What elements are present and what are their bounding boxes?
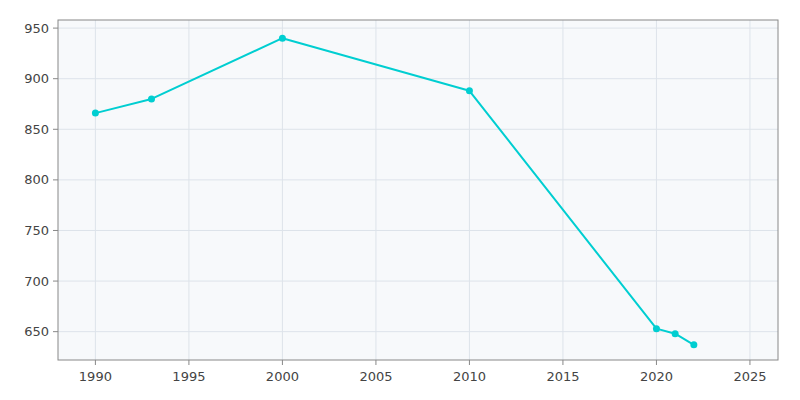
grid [58,20,778,360]
x-tick-label: 1990 [79,369,112,384]
x-grid-line [375,20,376,360]
y-tick-label: 850 [24,122,49,137]
y-tick [53,179,58,180]
plot-frame [58,20,778,360]
y-tick [53,78,58,79]
x-grid-line [188,20,189,360]
y-tick-label: 650 [24,324,49,339]
chart-svg: 1990 1995 2000 2005 2010 2015 2020 2025 650 700 75… [0,0,800,400]
y-tick-label: 950 [24,21,49,36]
point [279,35,286,42]
point [672,330,679,337]
x-grid-line [469,20,470,360]
y-tick-label: 900 [24,71,49,86]
axes: 1990 1995 2000 2005 2010 2015 2020 2025 650 700 75… [24,21,766,384]
point [653,325,660,332]
y-grid-line [58,129,778,130]
x-tick-label: 2025 [733,369,766,384]
point [466,87,473,94]
x-tick-label: 1995 [172,369,205,384]
x-grid-line [749,20,750,360]
x-tick [95,360,96,365]
y-tick [53,331,58,332]
x-grid-line [282,20,283,360]
x-tick-label: 2000 [266,369,299,384]
chart-container: 1990 1995 2000 2005 2010 2015 2020 2025 650 700 75… [0,0,800,400]
x-tick-label: 2005 [359,369,392,384]
y-grid-line [58,179,778,180]
x-grid-line [95,20,96,360]
x-tick-label: 2020 [640,369,673,384]
y-tick [53,281,58,282]
series [92,35,697,349]
plot-background [58,20,778,360]
x-grid-line [562,20,563,360]
y-tick-label: 750 [24,223,49,238]
y-grid-line [58,230,778,231]
x-grid-line [656,20,657,360]
point [690,341,697,348]
point [92,110,99,117]
x-tick [375,360,376,365]
line [95,38,693,345]
y-tick-label: 700 [24,274,49,289]
y-grid-line [58,281,778,282]
x-tick-label: 2010 [453,369,486,384]
y-grid-line [58,28,778,29]
point [148,95,155,102]
y-tick [53,230,58,231]
x-tick-label: 2015 [546,369,579,384]
x-tick [656,360,657,365]
x-tick [188,360,189,365]
x-tick [282,360,283,365]
y-tick [53,28,58,29]
x-tick [562,360,563,365]
x-tick [469,360,470,365]
y-tick [53,129,58,130]
y-grid-line [58,78,778,79]
y-tick-label: 800 [24,172,49,187]
x-tick [749,360,750,365]
